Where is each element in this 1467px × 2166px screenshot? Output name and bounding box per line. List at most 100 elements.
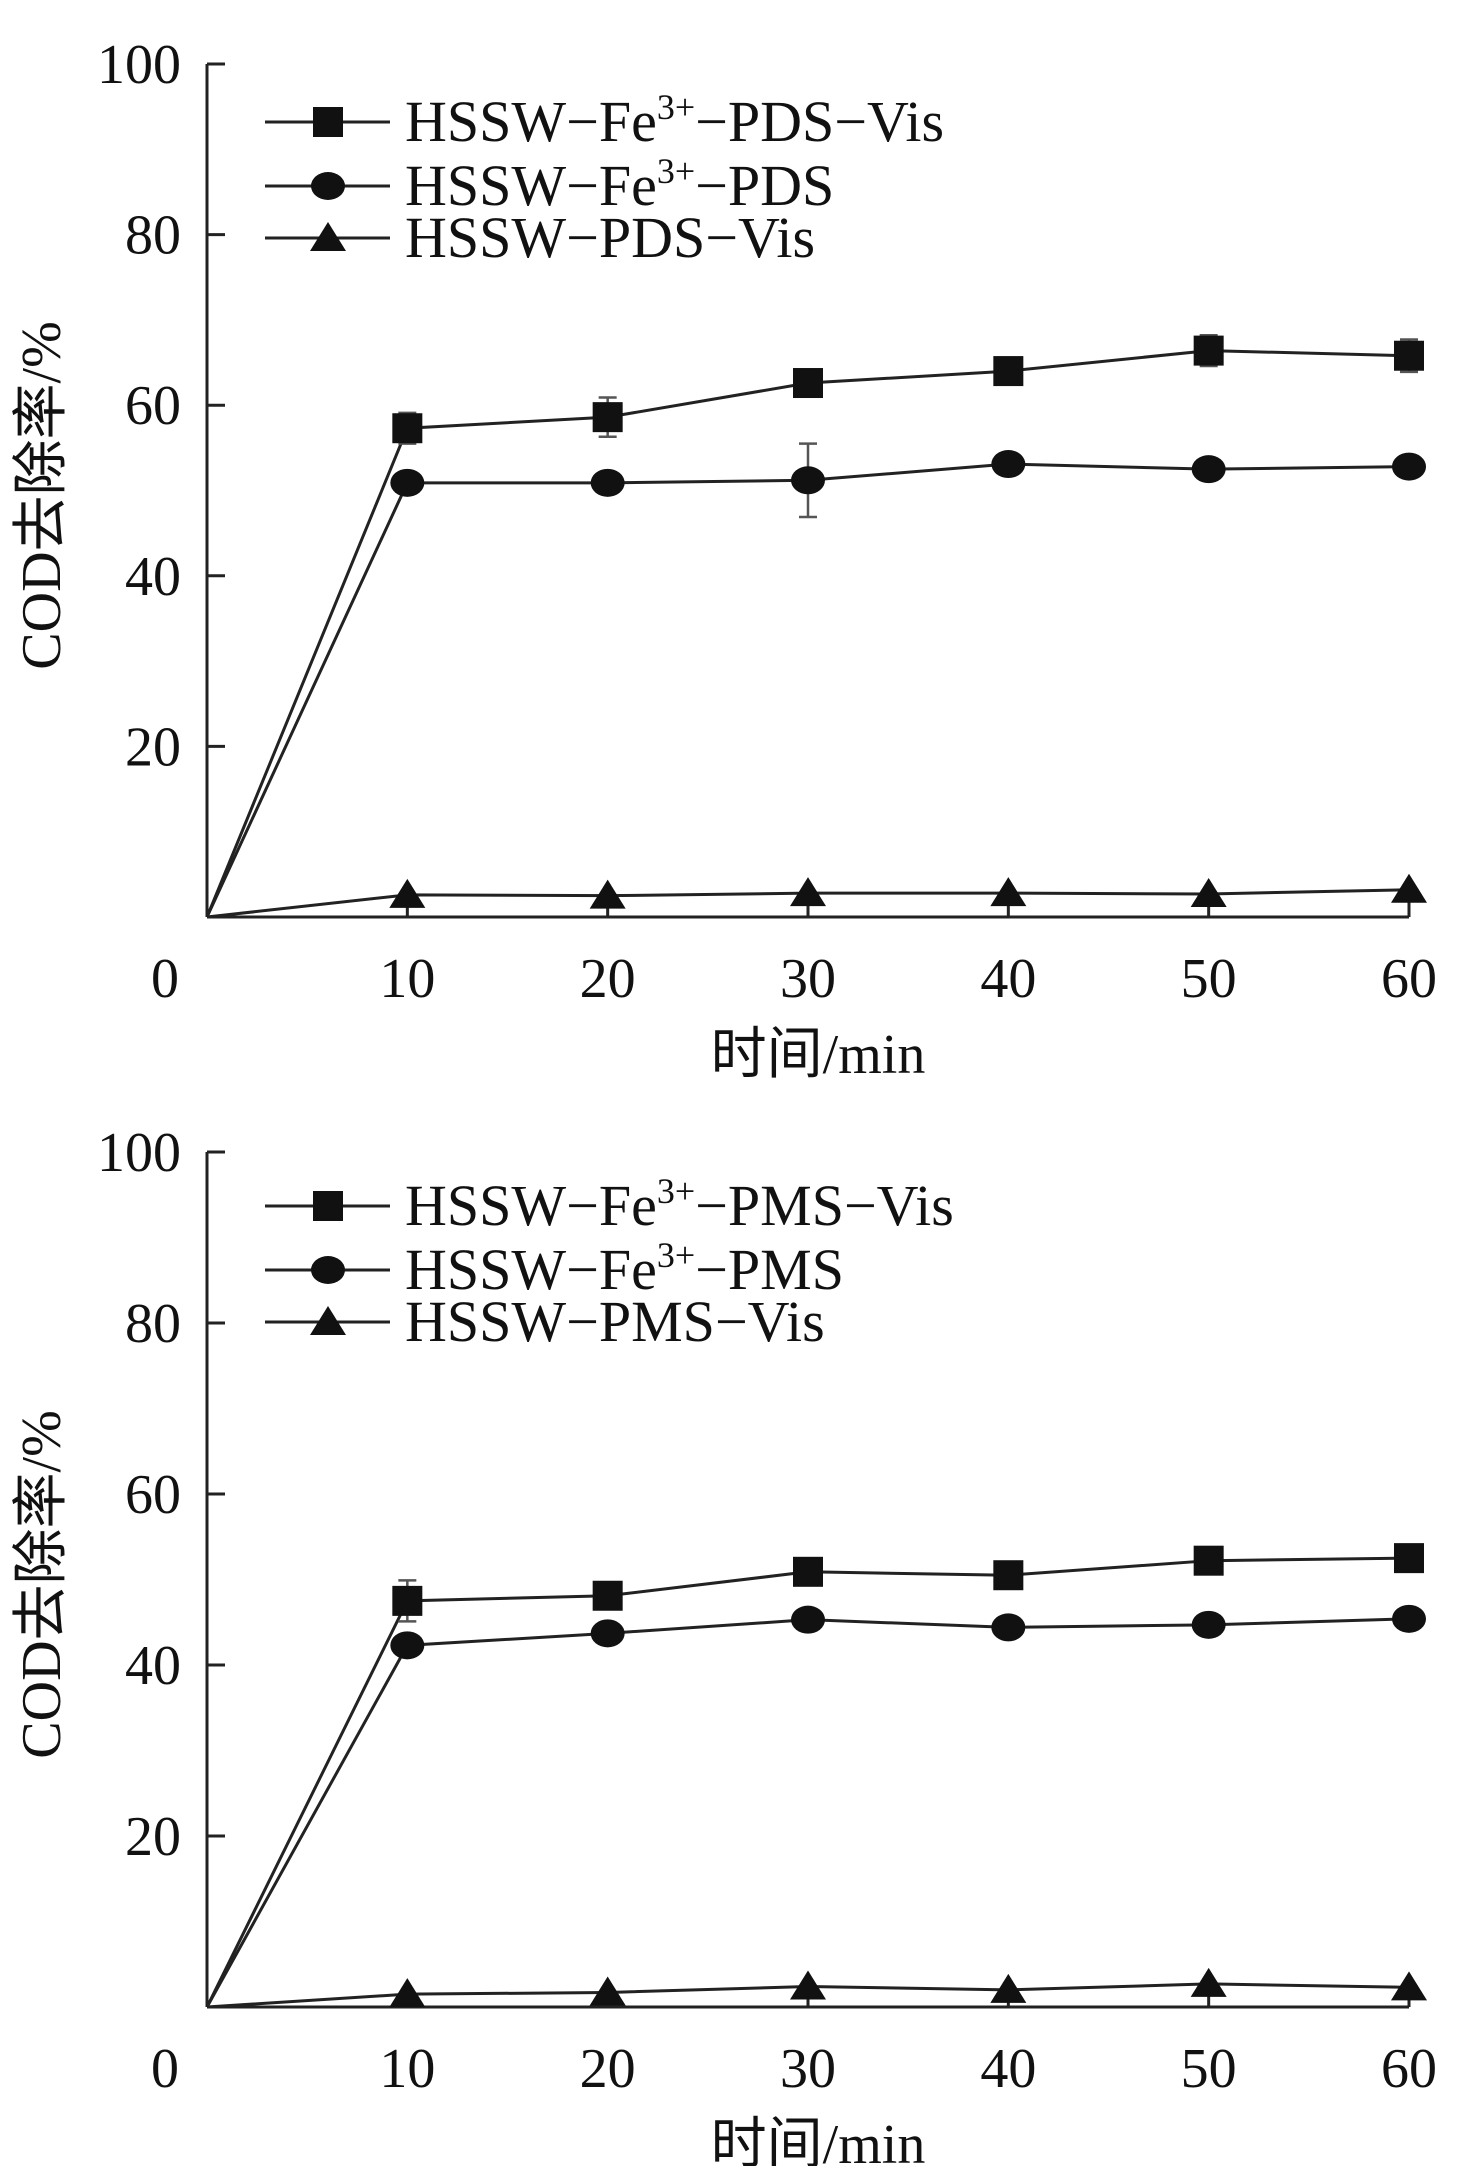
legend: HSSW−Fe3+−PDS−VisHSSW−Fe3+−PDSHSSW−PDS−V… [265, 87, 944, 270]
data-point [390, 468, 425, 497]
x-tick-label: 30 [780, 948, 836, 1010]
legend-label-superscript: 3+ [657, 1171, 695, 1211]
x-tick-label: 60 [1381, 2038, 1437, 2100]
data-point [1191, 455, 1226, 484]
data-point [1391, 1971, 1427, 2001]
x-tick-label: 50 [1181, 948, 1237, 1010]
y-tick-label: 40 [125, 1635, 181, 1697]
legend-label-main: HSSW−Fe [405, 1237, 657, 1302]
legend-marker-circle [311, 1256, 345, 1284]
x-tick-label: 0 [151, 2038, 179, 2100]
x-tick-label: 40 [980, 948, 1036, 1010]
legend-label-main: HSSW−PDS−Vis [405, 205, 815, 270]
series-line [205, 462, 1410, 918]
data-point [990, 1973, 1027, 2003]
data-point [589, 1976, 626, 2006]
y-tick-label: 80 [125, 1293, 181, 1355]
chart-panel-1: 20 40 60 80 100 0 10 20 30 40 50 60 时间/min COD去除率/% HS… [11, 34, 1437, 1086]
data-point [592, 1580, 623, 1611]
series-line [205, 1617, 1410, 2008]
x-tick-label: 30 [780, 2038, 836, 2100]
x-tick-label: 40 [980, 2038, 1036, 2100]
data-point [790, 877, 826, 907]
y-tick-label: 20 [125, 1806, 181, 1868]
legend-label: HSSW−Fe3+−PMS−Vis [405, 1171, 954, 1238]
series-line [205, 349, 1410, 918]
data-point [993, 1560, 1024, 1591]
legend-label: HSSW−Fe3+−PDS [405, 151, 834, 218]
data-point [392, 1585, 423, 1616]
y-tick-label: 100 [97, 34, 181, 96]
data-point [1392, 452, 1426, 481]
legend-label: HSSW−PDS−Vis [405, 205, 815, 270]
legend: HSSW−Fe3+−PMS−VisHSSW−Fe3+−PMSHSSW−PMS−V… [265, 1171, 954, 1354]
x-tick-label: 0 [151, 948, 179, 1010]
legend-marker-triangle [310, 1306, 346, 1335]
legend-label-tail: −PDS [695, 153, 834, 218]
data-point [991, 450, 1026, 479]
legend-label-main: HSSW−PMS−Vis [405, 1289, 825, 1354]
legend-label-main: HSSW−Fe [405, 153, 657, 218]
y-tick-label: 40 [125, 546, 181, 608]
legend-marker-circle [311, 172, 345, 200]
data-point [1392, 1604, 1426, 1633]
series-triangle [206, 873, 1427, 919]
x-tick-label: 50 [1181, 2038, 1237, 2100]
data-point [590, 1619, 625, 1648]
series-square [205, 1543, 1424, 2008]
x-axis-label: 时间/min [711, 2114, 926, 2166]
legend-label: HSSW−PMS−Vis [405, 1289, 825, 1354]
data-point [993, 356, 1024, 387]
legend-label-tail: −PDS−Vis [695, 89, 944, 154]
data-point [392, 413, 423, 444]
legend-label-superscript: 3+ [657, 151, 695, 191]
data-point [791, 466, 825, 495]
data-point [1190, 1967, 1227, 1997]
data-point [1191, 1610, 1226, 1639]
data-point [990, 877, 1027, 907]
data-point [991, 1613, 1026, 1642]
data-point [592, 402, 623, 433]
legend-label-tail: −PMS [695, 1237, 844, 1302]
data-point [589, 879, 626, 909]
x-tick-label: 10 [379, 948, 435, 1010]
x-tick-label: 20 [580, 948, 636, 1010]
legend-label: HSSW−Fe3+−PDS−Vis [405, 87, 944, 154]
data-point [1193, 1545, 1224, 1576]
data-point [1391, 873, 1427, 903]
data-point [390, 1631, 425, 1660]
y-tick-label: 100 [97, 1122, 181, 1184]
legend-label-tail: −PMS−Vis [695, 1173, 954, 1238]
legend-marker-square [313, 107, 343, 137]
legend-label-main: HSSW−Fe [405, 89, 657, 154]
y-tick-label: 80 [125, 205, 181, 267]
data-point [793, 1556, 823, 1587]
data-point [791, 1605, 825, 1634]
y-tick-label: 20 [125, 716, 181, 778]
data-point [790, 1970, 826, 2000]
chart-panel-2: 20 40 60 80 100 0 10 20 30 40 50 60 时间/min COD去除率/% HS… [11, 1122, 1437, 2166]
y-tick-label: 60 [125, 375, 181, 437]
legend-label: HSSW−Fe3+−PMS [405, 1235, 844, 1302]
data-point [1394, 340, 1424, 371]
data-point [389, 1978, 426, 2008]
legend-label-superscript: 3+ [657, 87, 695, 127]
data-point [590, 468, 625, 497]
series-triangle [206, 1967, 1427, 2009]
y-axis-label: COD去除率/% [11, 1410, 73, 1758]
data-point [1394, 1543, 1424, 1574]
legend-label-main: HSSW−Fe [405, 1173, 657, 1238]
data-point [389, 878, 426, 908]
series-circle [205, 1604, 1426, 2008]
legend-marker-square [313, 1191, 343, 1221]
x-tick-label: 20 [580, 2038, 636, 2100]
data-point [793, 368, 823, 399]
series-square [205, 334, 1424, 918]
data-point [1190, 877, 1227, 907]
legend-marker-triangle [310, 222, 346, 251]
x-tick-label: 60 [1381, 948, 1437, 1010]
y-tick-label: 60 [125, 1464, 181, 1526]
legend-label-superscript: 3+ [657, 1235, 695, 1275]
x-tick-label: 10 [379, 2038, 435, 2100]
